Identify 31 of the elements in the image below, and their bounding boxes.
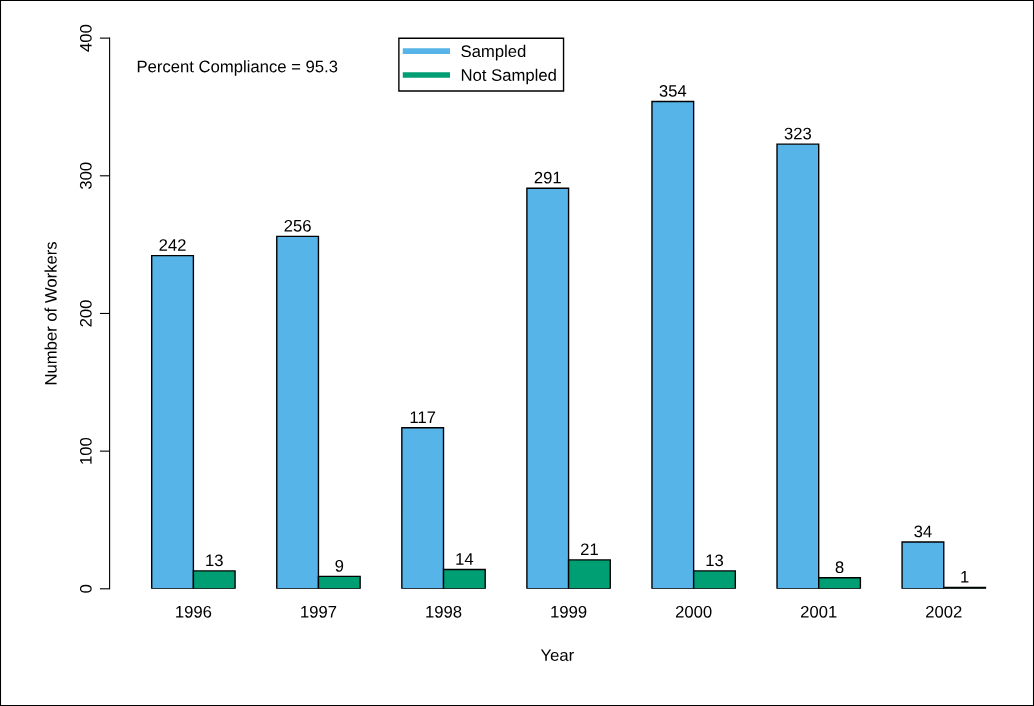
data-label: 117	[410, 411, 436, 423]
data-label: 1	[961, 571, 969, 583]
y-tick-label: 400	[79, 24, 92, 52]
data-label: 256	[284, 219, 311, 232]
data-label: 14	[456, 553, 474, 565]
x-tick-label: 2002	[926, 605, 962, 618]
legend-label: Sampled	[461, 44, 526, 61]
data-label: 291	[534, 171, 561, 184]
y-tick-label: 100	[79, 437, 92, 464]
annotation: Percent Compliance = 95.3	[137, 60, 338, 76]
data-label: 13	[706, 554, 724, 567]
x-tick-label: 1997	[301, 605, 337, 618]
data-label: 9	[335, 559, 344, 572]
y-tick-label: 0	[79, 584, 92, 593]
x-tick-label: 1998	[426, 605, 462, 618]
data-label: 354	[659, 84, 687, 97]
y-tick-label: 200	[79, 300, 92, 327]
data-label: 34	[914, 525, 932, 538]
x-tick-label: 1999	[551, 605, 587, 618]
x-tick-label: 2001	[801, 605, 837, 618]
y-axis-title: Number of Workers	[44, 241, 57, 385]
data-label: 242	[159, 239, 186, 251]
legend-label: Not Sampled	[461, 68, 556, 85]
x-tick-label: 1996	[176, 605, 212, 618]
data-label: 21	[581, 543, 598, 556]
x-tick-label: 2000	[675, 605, 712, 618]
y-tick-label: 300	[79, 162, 92, 190]
data-label: 8	[835, 561, 844, 574]
x-axis-title: Year	[540, 649, 574, 662]
data-label: 323	[784, 127, 812, 140]
data-label: 13	[206, 554, 223, 567]
